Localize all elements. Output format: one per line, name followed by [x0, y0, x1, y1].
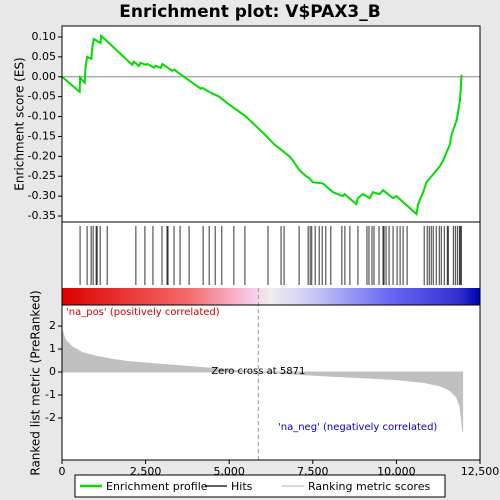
metric-area [61, 329, 464, 432]
legend-label: Enrichment profile [106, 480, 208, 493]
color-bar [62, 288, 480, 305]
y-tick-label: -0.35 [28, 209, 56, 222]
y-tick-label: -0.15 [28, 129, 56, 142]
y-tick-label: -0.20 [28, 149, 56, 162]
frame [61, 304, 481, 461]
annotation: 'na_neg' (negatively correlated) [278, 422, 437, 433]
chart-title: Enrichment plot: V$PAX3_B [119, 2, 380, 22]
y-tick-label: -1 [45, 388, 56, 401]
y-tick-label: 2 [49, 319, 56, 332]
y-tick-label: 0.00 [32, 70, 57, 83]
legend-label: Ranking metric scores [308, 480, 430, 493]
annotation: 'na_pos' (positively correlated) [66, 307, 220, 318]
y-tick-label: -0.10 [28, 110, 56, 123]
y-tick-label: 1 [49, 342, 56, 355]
es-line [61, 33, 463, 216]
plot-bg [62, 26, 480, 460]
annotation: Zero cross at 5871 [211, 366, 305, 377]
y-axis-label: Ranked list metric (PreRanked) [29, 290, 43, 475]
y-tick-label: -0.25 [28, 169, 56, 182]
y-tick-label: -2 [45, 411, 56, 424]
legend [74, 474, 446, 498]
y-tick-label: 0 [49, 365, 56, 378]
y-tick-label: -0.05 [28, 90, 56, 103]
y-tick-label: -0.30 [28, 189, 56, 202]
y-axis-label: Enrichment score (ES) [13, 57, 27, 190]
x-tick-label: 0 [59, 465, 66, 478]
y-tick-label: 0.05 [32, 50, 57, 63]
x-tick-label: 12,500 [461, 465, 500, 478]
y-tick-label: 0.10 [32, 30, 57, 43]
legend-label: Hits [231, 480, 253, 493]
